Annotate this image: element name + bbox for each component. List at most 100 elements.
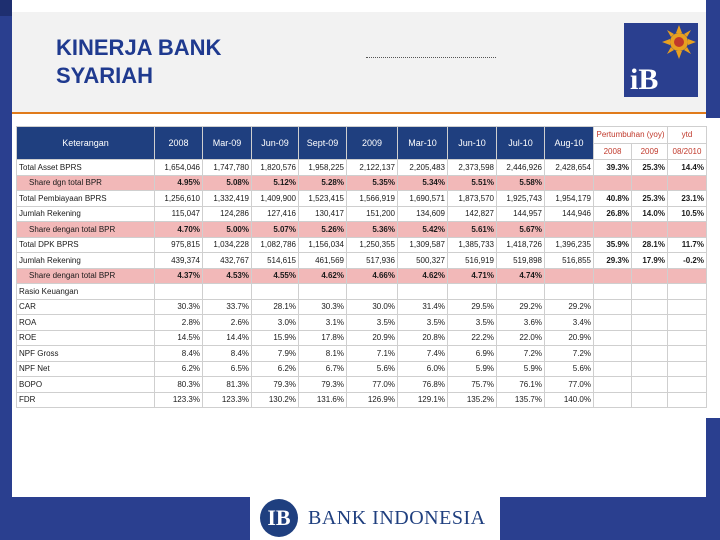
cell-growth: 11.7% bbox=[667, 236, 707, 253]
cell-value: 7.1% bbox=[346, 345, 398, 362]
row-label: NPF Gross bbox=[16, 345, 155, 362]
sun-icon bbox=[662, 25, 696, 59]
cell-value: 7.2% bbox=[496, 345, 545, 362]
cell-growth: 23.1% bbox=[667, 190, 707, 207]
cell-value bbox=[544, 283, 594, 300]
cell-value: 31.4% bbox=[397, 298, 448, 315]
cell-growth: -0.2% bbox=[667, 252, 707, 269]
cell-growth: 26.8% bbox=[593, 205, 632, 222]
cell-growth bbox=[593, 314, 632, 331]
bank-indonesia-wordmark: BANK INDONESIA bbox=[308, 507, 486, 529]
cell-value: 3.6% bbox=[496, 314, 545, 331]
cell-value: 2,373,598 bbox=[447, 159, 497, 176]
cell-growth bbox=[593, 221, 632, 238]
cell-value bbox=[298, 283, 347, 300]
cell-value: 142,827 bbox=[447, 205, 497, 222]
cell-value: 5.6% bbox=[544, 360, 594, 377]
cell-value: 2,122,137 bbox=[346, 159, 398, 176]
cell-value: 4.62% bbox=[397, 267, 448, 284]
cell-growth bbox=[593, 267, 632, 284]
table-row: ROE 14.5% 14.4% 15.9% 17.8% 20.9% 20.8% 22.2% 22… bbox=[16, 329, 707, 346]
cell-value: 8.4% bbox=[202, 345, 252, 362]
cell-value: 5.36% bbox=[346, 221, 398, 238]
cell-growth bbox=[631, 376, 668, 393]
cell-value bbox=[544, 174, 594, 191]
cell-value: 6.5% bbox=[202, 360, 252, 377]
cell-value: 6.2% bbox=[251, 360, 299, 377]
cell-value: 4.70% bbox=[154, 221, 203, 238]
cell-value: 1,082,786 bbox=[251, 236, 299, 253]
right-border bbox=[706, 0, 720, 540]
header-growth: Pertumbuhan (yoy) bbox=[593, 126, 668, 144]
header-underline bbox=[12, 112, 706, 114]
table-row: CAR 30.3% 33.7% 28.1% 30.3% 30.0% 31.4% 29.5% 29… bbox=[16, 298, 707, 315]
cell-growth bbox=[631, 283, 668, 300]
cell-growth bbox=[631, 174, 668, 191]
header-keterangan: Keterangan bbox=[16, 126, 155, 160]
cell-value: 123.3% bbox=[202, 391, 252, 408]
cell-value: 4.95% bbox=[154, 174, 203, 191]
cell-value: 77.0% bbox=[346, 376, 398, 393]
table-row: Jumlah Rekening 439,374 432,767 514,615 461,… bbox=[16, 252, 707, 269]
cell-value bbox=[544, 221, 594, 238]
cell-growth bbox=[593, 376, 632, 393]
cell-value: 7.2% bbox=[544, 345, 594, 362]
header-2009: 2009 bbox=[346, 126, 398, 160]
cell-value: 5.9% bbox=[496, 360, 545, 377]
cell-value: 1,409,900 bbox=[251, 190, 299, 207]
cell-value: 2.6% bbox=[202, 314, 252, 331]
cell-growth: 35.9% bbox=[593, 236, 632, 253]
table-row: Total Pembiayaan BPRS 1,256,610 1,332,419 1… bbox=[16, 190, 707, 207]
cell-value: 5.00% bbox=[202, 221, 252, 238]
bank-indonesia-emblem-icon: IB bbox=[260, 499, 298, 537]
header-2008: 2008 bbox=[154, 126, 203, 160]
cell-value: 144,957 bbox=[496, 205, 545, 222]
cell-value: 29.5% bbox=[447, 298, 497, 315]
cell-value bbox=[251, 283, 299, 300]
cell-growth: 25.3% bbox=[631, 159, 668, 176]
cell-growth bbox=[631, 345, 668, 362]
cell-growth: 14.0% bbox=[631, 205, 668, 222]
cell-value: 129.1% bbox=[397, 391, 448, 408]
cell-value: 77.0% bbox=[544, 376, 594, 393]
table-row: Share dengan total BPR 4.37% 4.53% 4.55% 4.6… bbox=[16, 267, 707, 284]
cell-value: 6.7% bbox=[298, 360, 347, 377]
cell-value: 5.12% bbox=[251, 174, 299, 191]
cell-value: 1,156,034 bbox=[298, 236, 347, 253]
cell-value: 4.53% bbox=[202, 267, 252, 284]
header-growth-2008: 2008 bbox=[593, 142, 632, 160]
cell-value: 1,309,587 bbox=[397, 236, 448, 253]
cell-growth: 17.9% bbox=[631, 252, 668, 269]
cell-value: 975,815 bbox=[154, 236, 203, 253]
cell-value bbox=[397, 283, 448, 300]
table-row: Total Asset BPRS 1,654,046 1,747,780 1,820,… bbox=[16, 159, 707, 176]
cell-value: 3.4% bbox=[544, 314, 594, 331]
row-label: Jumlah Rekening bbox=[16, 205, 155, 222]
cell-value: 30.3% bbox=[298, 298, 347, 315]
cell-growth bbox=[593, 345, 632, 362]
header-aug-10: Aug-10 bbox=[544, 126, 594, 160]
cell-value: 76.1% bbox=[496, 376, 545, 393]
table-row: FDR 123.3% 123.3% 130.2% 131.6% 126.9% 129.1% 1… bbox=[16, 391, 707, 408]
cell-value: 2,205,483 bbox=[397, 159, 448, 176]
cell-value: 439,374 bbox=[154, 252, 203, 269]
cell-value: 79.3% bbox=[298, 376, 347, 393]
cell-value: 14.4% bbox=[202, 329, 252, 346]
cell-value: 115,047 bbox=[154, 205, 203, 222]
cell-value: 140.0% bbox=[544, 391, 594, 408]
cell-value: 22.2% bbox=[447, 329, 497, 346]
cell-growth bbox=[667, 174, 707, 191]
cell-value: 20.8% bbox=[397, 329, 448, 346]
cell-value: 79.3% bbox=[251, 376, 299, 393]
header-mar-09: Mar-09 bbox=[202, 126, 252, 160]
cell-value: 1,958,225 bbox=[298, 159, 347, 176]
cell-value: 130.2% bbox=[251, 391, 299, 408]
cell-value: 516,919 bbox=[447, 252, 497, 269]
table-row: ROA 2.8% 2.6% 3.0% 3.1% 3.5% 3.5% 3.5% 3.6% 3.4% bbox=[16, 314, 707, 331]
cell-value: 124,286 bbox=[202, 205, 252, 222]
cell-value: 6.2% bbox=[154, 360, 203, 377]
dotted-divider bbox=[366, 57, 496, 58]
cell-growth: 10.5% bbox=[667, 205, 707, 222]
cell-value: 2,428,654 bbox=[544, 159, 594, 176]
cell-value: 5.51% bbox=[447, 174, 497, 191]
